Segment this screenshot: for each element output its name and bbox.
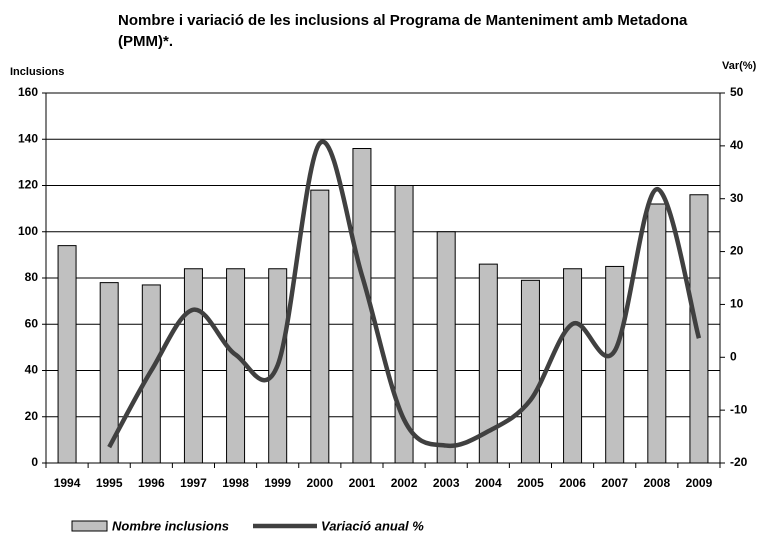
y-tick-label: 120 — [18, 178, 38, 192]
y-tick-label: 0 — [31, 455, 38, 469]
x-tick-label: 2004 — [475, 476, 502, 490]
x-tick-label: 2006 — [559, 476, 586, 490]
y2-tick-label: 40 — [730, 138, 744, 152]
x-tick-label: 2008 — [643, 476, 670, 490]
bar — [478, 263, 498, 464]
bar — [563, 268, 583, 464]
chart-title: Nombre i variació de les inclusions al P… — [118, 12, 688, 50]
bar — [183, 268, 203, 464]
y-axis-label: Inclusions — [10, 66, 64, 78]
x-tick-label: 2009 — [686, 476, 713, 490]
y2-tick-label: 0 — [730, 349, 737, 363]
y-tick-label: 80 — [25, 270, 39, 284]
bar — [605, 265, 625, 464]
line — [107, 139, 702, 449]
y2-tick-label: 50 — [730, 85, 744, 99]
y2-tick-label: 30 — [730, 191, 744, 205]
legend-swatch — [71, 520, 108, 532]
y2-tick-label: -10 — [730, 402, 748, 416]
y-tick-label: 100 — [18, 224, 38, 238]
x-tick-label: 1995 — [96, 476, 123, 490]
y2-tick-label: 20 — [730, 244, 744, 258]
x-tick-label: 2007 — [601, 476, 628, 490]
y-tick-label: 40 — [25, 363, 39, 377]
y-tick-label: 160 — [18, 85, 38, 99]
legend-label: Nombre inclusions — [112, 518, 229, 533]
y-tick-label: 140 — [18, 131, 38, 145]
y2-tick-label: 10 — [730, 297, 744, 311]
y-tick-label: 60 — [25, 316, 39, 330]
bar — [647, 203, 667, 464]
y-tick-label: 20 — [25, 409, 39, 423]
x-tick-label: 2002 — [391, 476, 418, 490]
x-tick-label: 2000 — [306, 476, 333, 490]
x-tick-label: 1996 — [138, 476, 165, 490]
x-tick-label: 1998 — [222, 476, 249, 490]
bar — [57, 245, 77, 464]
bar — [394, 185, 414, 464]
x-tick-label: 2003 — [433, 476, 460, 490]
y2-axis-label: Var(%) — [722, 60, 757, 72]
bar — [99, 282, 119, 464]
x-tick-label: 2001 — [349, 476, 376, 490]
legend-label: Variació anual % — [321, 518, 424, 533]
y2-tick-label: -20 — [730, 455, 748, 469]
bar — [226, 268, 246, 464]
x-tick-label: 1994 — [54, 476, 81, 490]
x-tick-label: 1999 — [264, 476, 291, 490]
bar — [520, 279, 540, 464]
x-tick-label: 2005 — [517, 476, 544, 490]
bar — [436, 231, 456, 464]
bar — [310, 189, 330, 464]
x-tick-label: 1997 — [180, 476, 207, 490]
